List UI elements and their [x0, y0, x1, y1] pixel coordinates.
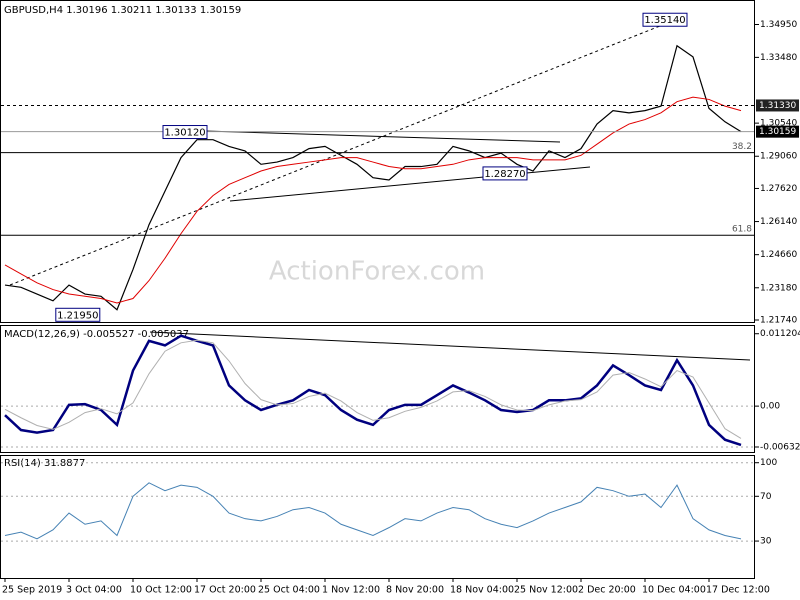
y-tick-label: 0.00: [760, 402, 780, 412]
trend-line: [9, 17, 681, 286]
y-tick-label: 1.21740: [760, 315, 797, 325]
price-panel: [0, 0, 755, 323]
y-tick-label: 1.30540: [760, 119, 797, 129]
annotation-label: 1.21950: [57, 310, 98, 321]
y-tick-label: 1.23180: [760, 283, 797, 293]
annotation-box: [642, 12, 688, 27]
series-line: [4, 339, 742, 439]
x-tick-label: 25 Oct 04:00: [258, 585, 320, 596]
trend-line: [204, 130, 561, 143]
chart-title: GBPUSD,H4 1.30196 1.30211 1.30133 1.3015…: [4, 5, 241, 16]
series-line: [4, 96, 742, 304]
x-tick-label: 10 Oct 12:00: [130, 585, 192, 596]
x-tick-label: 17 Dec 12:00: [706, 585, 770, 596]
fib-label: 38.2: [732, 142, 752, 152]
x-tick-label: 8 Nov 20:00: [386, 585, 444, 596]
macd-panel: [0, 325, 755, 453]
macd-title: MACD(12,26,9) -0.005527 -0.005037: [4, 329, 189, 340]
x-tick-label: 25 Sep 2019: [2, 585, 62, 596]
x-tick-label: 1 Nov 12:00: [322, 585, 380, 596]
rsi-title: RSI(14) 31.8877: [4, 458, 85, 469]
y-tick-label: 70: [760, 492, 772, 502]
annotation-box: [162, 125, 208, 140]
y-tick-label: 1.29060: [760, 152, 797, 162]
annotation-box: [482, 166, 528, 181]
y-tick-label: 0.011204: [760, 329, 800, 339]
fib-label: 61.8: [732, 225, 752, 235]
y-tick-label: 1.34950: [760, 20, 797, 30]
annotation-box: [55, 307, 101, 322]
x-tick-label: 18 Nov 04:00: [450, 585, 514, 596]
trend-line: [149, 331, 751, 361]
price-label-box: [756, 99, 799, 112]
y-tick-label: 100: [760, 458, 777, 468]
x-tick-label: 17 Oct 20:00: [194, 585, 256, 596]
series-line: [4, 334, 742, 447]
y-tick-label: 1.33480: [760, 53, 797, 63]
price-label: 1.30159: [759, 127, 796, 137]
y-tick-label: 1.27620: [760, 184, 797, 194]
annotation-label: 1.30120: [164, 128, 205, 139]
rsi-panel: [0, 455, 755, 579]
price-label-box: [756, 125, 799, 138]
y-tick-label: 1.24660: [760, 250, 797, 260]
y-tick-label: -0.006324: [760, 442, 800, 452]
x-tick-label: 25 Nov 12:00: [514, 585, 578, 596]
annotation-label: 1.35140: [644, 15, 685, 26]
series-line: [4, 482, 742, 540]
annotation-label: 1.28270: [484, 169, 525, 180]
y-tick-label: 1.26140: [760, 217, 797, 227]
series-line: [4, 44, 742, 311]
x-tick-label: 3 Oct 04:00: [66, 585, 122, 596]
x-tick-label: 10 Dec 04:00: [642, 585, 706, 596]
x-tick-label: 2 Dec 20:00: [578, 585, 636, 596]
trend-line: [229, 166, 591, 202]
price-label: 1.31330: [759, 101, 796, 111]
watermark: ActionForex.com: [269, 257, 485, 287]
y-tick-label: 30: [760, 537, 772, 547]
